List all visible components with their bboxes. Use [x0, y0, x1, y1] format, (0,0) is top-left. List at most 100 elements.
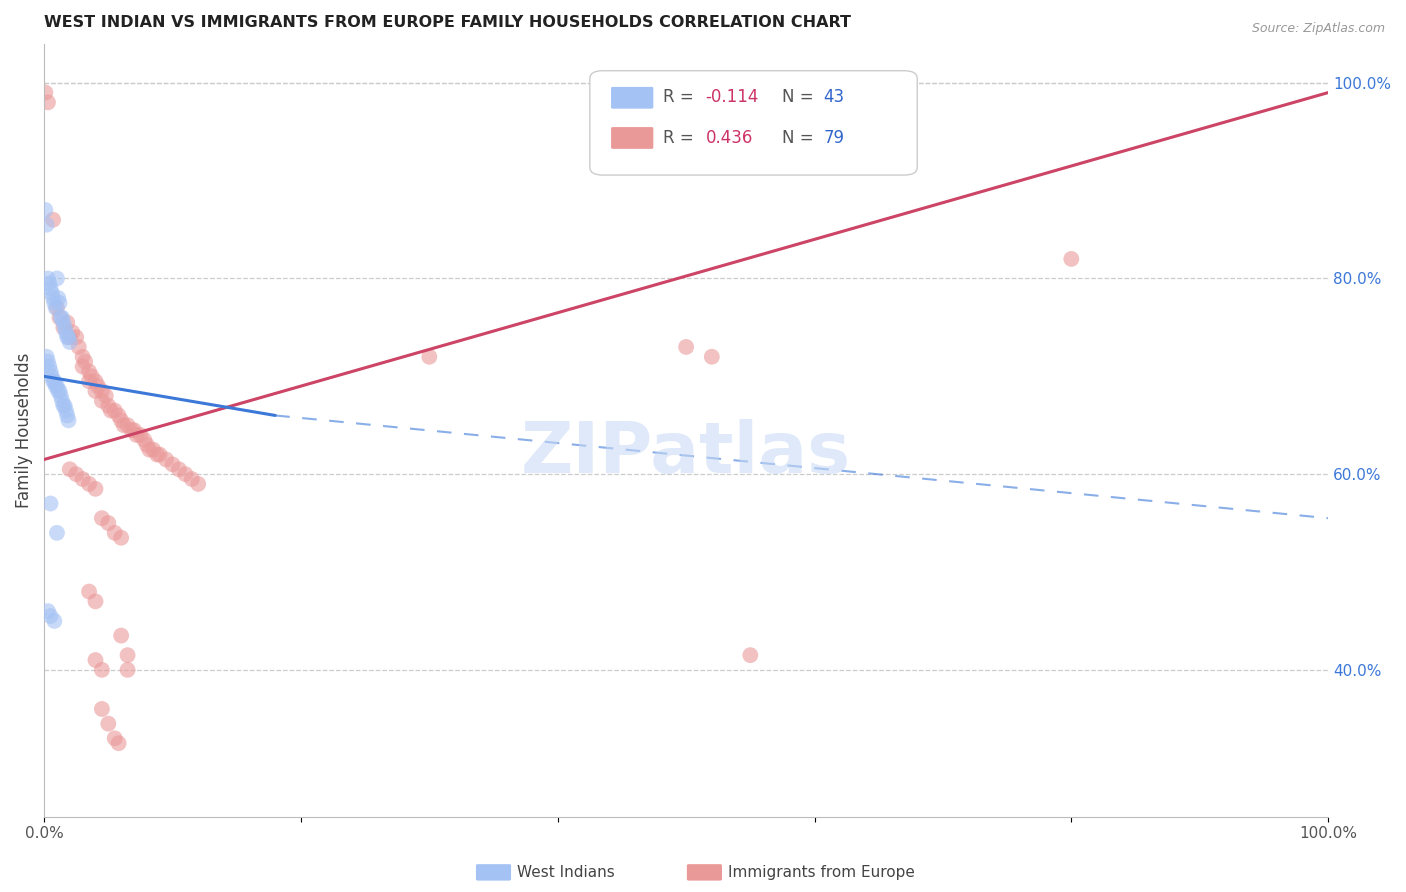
Point — [42, 212, 65, 227]
Point — [110, 413, 132, 427]
Point — [37, 604, 59, 618]
Point — [107, 409, 129, 423]
Point — [90, 393, 112, 408]
FancyBboxPatch shape — [610, 87, 654, 110]
Point — [59, 330, 82, 344]
Point — [39, 609, 62, 624]
Point — [72, 350, 94, 364]
Point — [80, 369, 103, 384]
FancyBboxPatch shape — [610, 127, 654, 150]
Point — [104, 403, 127, 417]
Text: West Indians: West Indians — [517, 865, 616, 880]
Point — [41, 286, 63, 301]
Point — [97, 516, 120, 530]
Point — [38, 359, 60, 374]
Point — [46, 271, 69, 285]
Point — [110, 629, 132, 643]
Point — [39, 281, 62, 295]
Point — [45, 301, 67, 315]
Point — [84, 374, 107, 388]
Point — [97, 399, 120, 413]
Point — [155, 452, 177, 467]
Point — [84, 482, 107, 496]
Point — [77, 584, 100, 599]
Point — [39, 496, 62, 510]
Point — [135, 438, 157, 452]
Point — [56, 409, 79, 423]
Point — [75, 354, 97, 368]
Point — [117, 418, 139, 433]
Point — [56, 316, 79, 330]
Point — [53, 320, 76, 334]
Point — [56, 330, 79, 344]
Point — [48, 384, 70, 398]
Point — [129, 428, 152, 442]
Point — [46, 291, 69, 305]
Point — [58, 330, 80, 344]
Point — [117, 648, 139, 662]
Text: Source: ZipAtlas.com: Source: ZipAtlas.com — [1251, 22, 1385, 36]
Text: R =: R = — [664, 129, 699, 147]
Point — [187, 477, 209, 491]
Point — [180, 472, 202, 486]
Point — [53, 399, 76, 413]
Point — [46, 384, 69, 398]
Point — [77, 364, 100, 378]
Point — [174, 467, 197, 482]
Point — [60, 326, 83, 340]
Point — [34, 202, 56, 217]
Text: ZIPatlas: ZIPatlas — [522, 419, 851, 488]
Point — [107, 736, 129, 750]
Point — [42, 291, 65, 305]
Point — [65, 330, 87, 344]
Point — [37, 271, 59, 285]
Point — [39, 364, 62, 378]
Point — [37, 354, 59, 368]
Point — [58, 413, 80, 427]
Text: WEST INDIAN VS IMMIGRANTS FROM EUROPE FAMILY HOUSEHOLDS CORRELATION CHART: WEST INDIAN VS IMMIGRANTS FROM EUROPE FA… — [44, 15, 851, 30]
Point — [49, 389, 72, 403]
Point — [55, 403, 77, 417]
Point — [167, 462, 190, 476]
Point — [418, 350, 440, 364]
Point — [149, 448, 172, 462]
Point — [72, 472, 94, 486]
Point — [104, 525, 127, 540]
Point — [51, 393, 73, 408]
Point — [49, 310, 72, 325]
Point — [44, 296, 66, 310]
Point — [112, 418, 135, 433]
Point — [142, 442, 165, 457]
Point — [125, 428, 148, 442]
Text: R =: R = — [664, 88, 699, 106]
Point — [138, 442, 160, 457]
Point — [46, 379, 69, 393]
Point — [90, 663, 112, 677]
Point — [84, 653, 107, 667]
Point — [48, 296, 70, 310]
Point — [48, 310, 70, 325]
Point — [35, 218, 58, 232]
Point — [1060, 252, 1083, 266]
Point — [35, 350, 58, 364]
Point — [117, 663, 139, 677]
Text: 43: 43 — [824, 88, 845, 106]
Text: -0.114: -0.114 — [706, 88, 759, 106]
Point — [59, 462, 82, 476]
Point — [104, 731, 127, 746]
Point — [52, 320, 75, 334]
Point — [65, 467, 87, 482]
Point — [34, 86, 56, 100]
Text: N =: N = — [782, 88, 820, 106]
Point — [42, 374, 65, 388]
Point — [44, 374, 66, 388]
Point — [87, 379, 110, 393]
Point — [84, 594, 107, 608]
Point — [675, 340, 697, 354]
Point — [90, 702, 112, 716]
Point — [46, 301, 69, 315]
Point — [94, 389, 117, 403]
FancyBboxPatch shape — [591, 70, 917, 175]
Point — [67, 340, 90, 354]
Point — [77, 374, 100, 388]
